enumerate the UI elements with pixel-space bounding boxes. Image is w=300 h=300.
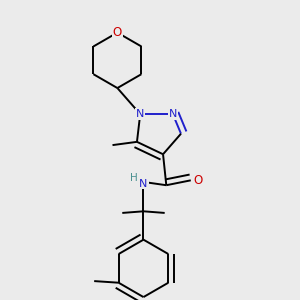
Text: N: N <box>139 178 148 189</box>
Text: H: H <box>130 173 138 183</box>
Text: O: O <box>193 174 203 187</box>
Text: N: N <box>136 109 144 119</box>
Text: O: O <box>113 26 122 39</box>
Text: N: N <box>169 109 177 119</box>
